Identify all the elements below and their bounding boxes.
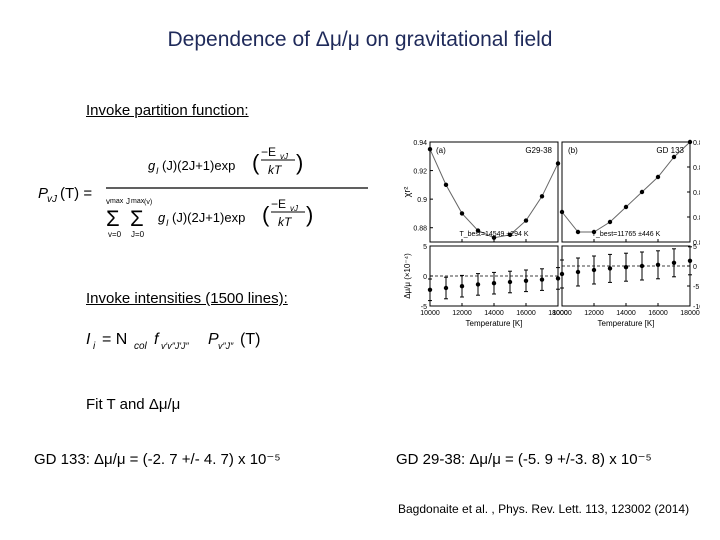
svg-text:16000: 16000 — [516, 310, 536, 317]
svg-text:-5: -5 — [693, 284, 699, 291]
svg-text:f: f — [154, 331, 160, 348]
svg-text:14000: 14000 — [484, 310, 504, 317]
svg-text:5: 5 — [423, 244, 427, 251]
svg-text:0.88: 0.88 — [413, 226, 427, 233]
result-gd2938: GD 29-38: Δμ/μ = (-5. 9 +/-3. 8) x 10⁻⁵ — [396, 450, 652, 468]
svg-text:v=0: v=0 — [108, 230, 122, 239]
svg-text:g: g — [158, 210, 166, 225]
svg-text:G29-38: G29-38 — [525, 146, 552, 155]
svg-text:(v): (v) — [144, 199, 152, 206]
formula-partition: P vJ (T) = g I (J)(2J+1)exp ( −E vJ kT )… — [38, 140, 378, 255]
svg-text:(: ( — [252, 150, 260, 175]
svg-text:I: I — [166, 218, 169, 228]
svg-text:0.94: 0.94 — [413, 140, 427, 147]
svg-text:18000: 18000 — [680, 310, 700, 317]
svg-text:vJ: vJ — [290, 204, 299, 213]
svg-text:Temperature [K]: Temperature [K] — [598, 319, 655, 328]
svg-text:kT: kT — [268, 163, 283, 177]
svg-text:12000: 12000 — [452, 310, 472, 317]
svg-text:(a): (a) — [436, 146, 446, 155]
svg-text:Δμ/μ (×10⁻⁴): Δμ/μ (×10⁻⁴) — [403, 253, 412, 299]
svg-text:Temperature [K]: Temperature [K] — [466, 319, 523, 328]
svg-text:(: ( — [262, 202, 270, 227]
heading-partition: Invoke partition function: — [86, 102, 249, 119]
svg-text:v″J″: v″J″ — [218, 341, 234, 351]
svg-text:max: max — [110, 198, 124, 205]
svg-text:0: 0 — [693, 264, 697, 271]
svg-text:χr²: χr² — [402, 187, 412, 198]
citation: Bagdonaite et al. , Phys. Rev. Lett. 113… — [398, 502, 689, 516]
svg-text:J=0: J=0 — [131, 230, 145, 239]
svg-text:0.92: 0.92 — [413, 169, 427, 176]
svg-text:16000: 16000 — [648, 310, 668, 317]
svg-text:I: I — [86, 331, 91, 348]
svg-text:(J)(2J+1)exp: (J)(2J+1)exp — [162, 158, 235, 173]
svg-text:kT: kT — [278, 215, 293, 229]
svg-text:(b): (b) — [568, 146, 578, 155]
slide-title: Dependence of Δμ/μ on gravitational fiel… — [0, 28, 720, 52]
svg-text:Σ: Σ — [130, 206, 144, 231]
svg-text:(J)(2J+1)exp: (J)(2J+1)exp — [172, 210, 245, 225]
svg-text:0.825: 0.825 — [693, 190, 700, 197]
svg-text:(T) =: (T) = — [60, 185, 92, 202]
svg-text:0.83: 0.83 — [693, 165, 700, 172]
svg-text:5: 5 — [693, 244, 697, 251]
svg-text:14000: 14000 — [616, 310, 636, 317]
svg-text:vJ: vJ — [280, 152, 289, 161]
svg-text:Σ: Σ — [106, 206, 120, 231]
svg-text:): ) — [306, 202, 313, 227]
svg-text:g: g — [148, 158, 156, 173]
svg-text:(T): (T) — [240, 331, 260, 348]
svg-text:0.82: 0.82 — [693, 215, 700, 222]
svg-text:−E: −E — [261, 145, 276, 159]
svg-text:J: J — [126, 197, 130, 206]
svg-text:T_best=11765 ±446 K: T_best=11765 ±446 K — [592, 231, 661, 238]
svg-text:0: 0 — [423, 274, 427, 281]
svg-text:i: i — [93, 341, 96, 352]
svg-text:0.9: 0.9 — [417, 197, 427, 204]
svg-text:= N: = N — [102, 331, 127, 348]
heading-fit: Fit T and Δμ/μ — [86, 396, 180, 413]
svg-text:max: max — [131, 198, 145, 205]
svg-text:vJ: vJ — [47, 194, 58, 205]
svg-text:): ) — [296, 150, 303, 175]
svg-text:T_best=14549 ±294 K: T_best=14549 ±294 K — [459, 231, 528, 238]
svg-text:0.835: 0.835 — [693, 140, 700, 147]
chi2-chart: χr² Δμ/μ (×10⁻⁴) 0.88 0.9 0.92 0.94 (a) G29-38 T… — [400, 138, 700, 358]
svg-text:I: I — [156, 166, 159, 176]
svg-text:10000: 10000 — [552, 310, 572, 317]
svg-text:−E: −E — [271, 197, 286, 211]
svg-text:v′v″J′J″: v′v″J′J″ — [161, 341, 190, 351]
formula-intensity: I i = N col f v′v″J′J″ P v″J″ (T) — [86, 322, 316, 361]
svg-text:col: col — [134, 341, 148, 352]
svg-text:10000: 10000 — [420, 310, 440, 317]
heading-intensities: Invoke intensities (1500 lines): — [86, 290, 288, 307]
result-gd133: GD 133: Δμ/μ = (-2. 7 +/- 4. 7) x 10⁻⁵ — [34, 450, 281, 468]
svg-text:12000: 12000 — [584, 310, 604, 317]
svg-text:GD 133: GD 133 — [656, 146, 684, 155]
